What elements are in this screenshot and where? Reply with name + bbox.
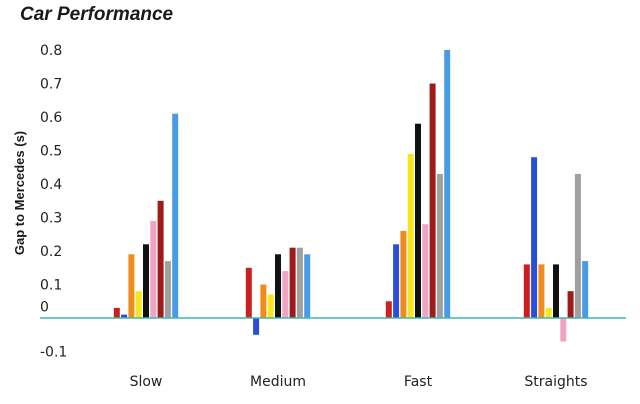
- bar: [393, 244, 400, 318]
- bar: [121, 314, 128, 318]
- y-tick-label: -0.1: [40, 345, 67, 361]
- bar: [245, 267, 252, 319]
- y-tick-labels: 0.8 0.7 0.6 0.5 0.4 0.3 0.2 0.1 0 -0.1: [40, 43, 67, 361]
- y-tick-label: 0.2: [40, 244, 62, 260]
- bar: [253, 318, 260, 335]
- bar: [113, 307, 120, 318]
- bar: [400, 230, 407, 318]
- bar: [275, 254, 281, 318]
- bar: [538, 264, 545, 318]
- bar: [282, 271, 289, 318]
- bar: [582, 261, 589, 319]
- bar: [164, 261, 171, 319]
- bar: [545, 307, 552, 318]
- bar: [267, 294, 274, 319]
- chart-title: Car Performance: [20, 4, 174, 25]
- x-tick-label: Fast: [404, 374, 433, 390]
- y-tick-label: 0.8: [40, 43, 62, 59]
- bar: [304, 254, 311, 318]
- bar: [444, 50, 451, 318]
- bar: [553, 264, 559, 318]
- y-tick-label: 0.5: [40, 144, 62, 160]
- bar: [150, 220, 157, 318]
- bar: [574, 173, 581, 318]
- y-tick-label: 0.4: [40, 177, 62, 193]
- bar: [289, 247, 296, 318]
- bar: [567, 291, 574, 318]
- x-tick-label: Straights: [524, 374, 587, 390]
- bar: [143, 244, 149, 318]
- bar: [436, 173, 443, 318]
- bar: [260, 284, 267, 318]
- x-tick-label: Slow: [130, 374, 163, 390]
- bar: [531, 157, 538, 318]
- bar: [385, 301, 392, 319]
- bars: [113, 50, 589, 342]
- bar: [407, 153, 414, 318]
- bar: [172, 113, 179, 318]
- bar: [135, 291, 142, 318]
- y-tick-label: 0.1: [40, 278, 62, 294]
- x-tick-labels: Slow Medium Fast Straights: [130, 374, 588, 390]
- bar: [422, 224, 429, 318]
- y-tick-label: 0.3: [40, 211, 62, 227]
- x-tick-label: Medium: [250, 374, 306, 390]
- bar: [429, 83, 436, 318]
- y-tick-label: 0: [40, 299, 49, 315]
- y-tick-label: 0.6: [40, 110, 62, 126]
- bar: [523, 264, 530, 318]
- bar: [415, 123, 421, 318]
- bar: [560, 318, 567, 342]
- bar: [157, 200, 164, 318]
- bar: [128, 254, 135, 318]
- y-tick-label: 0.7: [40, 77, 62, 93]
- y-axis-label: Gap to Mercedes (s): [12, 131, 27, 255]
- bar: [296, 247, 303, 318]
